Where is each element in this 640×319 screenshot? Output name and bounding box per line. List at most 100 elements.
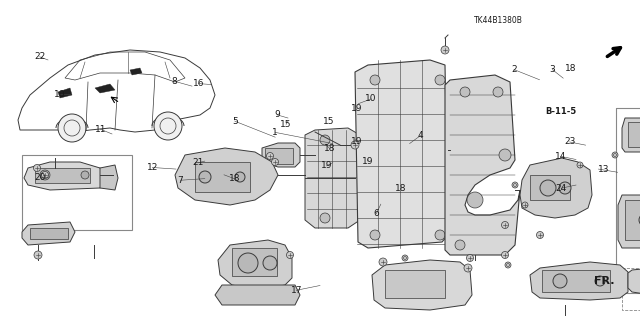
Polygon shape bbox=[372, 260, 472, 310]
Bar bbox=[22, 155, 132, 230]
Bar bbox=[616, 108, 640, 293]
Text: 8: 8 bbox=[172, 77, 177, 86]
Polygon shape bbox=[622, 118, 640, 152]
Polygon shape bbox=[445, 75, 520, 255]
Circle shape bbox=[536, 232, 543, 239]
Text: 15: 15 bbox=[280, 120, 292, 129]
Bar bbox=[195, 162, 250, 192]
Circle shape bbox=[379, 258, 387, 266]
Bar bbox=[622, 268, 640, 310]
Bar bbox=[625, 200, 640, 240]
Text: 22: 22 bbox=[34, 52, 45, 61]
Polygon shape bbox=[58, 88, 72, 98]
Circle shape bbox=[540, 180, 556, 196]
Text: 15: 15 bbox=[323, 117, 334, 126]
Polygon shape bbox=[22, 222, 75, 245]
Text: 18: 18 bbox=[228, 174, 240, 183]
Circle shape bbox=[553, 274, 567, 288]
Circle shape bbox=[320, 135, 330, 145]
Circle shape bbox=[58, 114, 86, 142]
Circle shape bbox=[435, 230, 445, 240]
Text: 16: 16 bbox=[193, 79, 204, 88]
Text: 12: 12 bbox=[147, 163, 158, 172]
Polygon shape bbox=[628, 268, 640, 295]
Text: 6: 6 bbox=[374, 209, 379, 218]
Text: TK44B1380B: TK44B1380B bbox=[474, 16, 522, 25]
Bar bbox=[530, 175, 570, 200]
Circle shape bbox=[370, 75, 380, 85]
Text: FR.: FR. bbox=[594, 276, 614, 286]
Polygon shape bbox=[100, 165, 118, 190]
Bar bbox=[232, 248, 277, 276]
Circle shape bbox=[351, 141, 359, 149]
Circle shape bbox=[499, 149, 511, 161]
Circle shape bbox=[612, 152, 618, 158]
Text: 18: 18 bbox=[324, 144, 335, 153]
Polygon shape bbox=[175, 148, 278, 205]
Circle shape bbox=[435, 75, 445, 85]
Circle shape bbox=[370, 230, 380, 240]
Polygon shape bbox=[520, 158, 592, 218]
Circle shape bbox=[42, 172, 49, 179]
Circle shape bbox=[81, 171, 89, 179]
Bar bbox=[265, 148, 293, 164]
Text: 18: 18 bbox=[395, 184, 406, 193]
Text: 7: 7 bbox=[178, 176, 183, 185]
Circle shape bbox=[34, 251, 42, 259]
Circle shape bbox=[460, 87, 470, 97]
Circle shape bbox=[559, 182, 571, 194]
Circle shape bbox=[154, 112, 182, 140]
Bar bbox=[35, 168, 90, 183]
Circle shape bbox=[235, 172, 245, 182]
Text: 19: 19 bbox=[362, 157, 373, 166]
Text: 21: 21 bbox=[193, 158, 204, 167]
Circle shape bbox=[402, 255, 408, 261]
Circle shape bbox=[263, 256, 277, 270]
Circle shape bbox=[40, 170, 50, 180]
Text: 20: 20 bbox=[34, 173, 45, 182]
Circle shape bbox=[639, 214, 640, 226]
Text: 11: 11 bbox=[95, 125, 106, 134]
Polygon shape bbox=[218, 240, 292, 290]
Bar bbox=[385, 270, 445, 298]
Polygon shape bbox=[618, 195, 640, 248]
Circle shape bbox=[320, 213, 330, 223]
Circle shape bbox=[467, 192, 483, 208]
Text: 3: 3 bbox=[550, 65, 555, 74]
Circle shape bbox=[455, 240, 465, 250]
Text: 1: 1 bbox=[273, 128, 278, 137]
Circle shape bbox=[512, 182, 518, 188]
Circle shape bbox=[522, 202, 528, 208]
Polygon shape bbox=[530, 262, 628, 300]
Text: 23: 23 bbox=[564, 137, 575, 146]
Text: 4: 4 bbox=[418, 131, 423, 140]
Text: 24: 24 bbox=[556, 184, 567, 193]
Text: 10: 10 bbox=[365, 94, 377, 103]
Circle shape bbox=[441, 46, 449, 54]
Text: 14: 14 bbox=[555, 152, 566, 161]
Text: 19: 19 bbox=[351, 104, 363, 113]
Text: 2: 2 bbox=[511, 65, 516, 74]
Circle shape bbox=[577, 162, 583, 168]
Circle shape bbox=[199, 171, 211, 183]
Polygon shape bbox=[95, 84, 115, 93]
Polygon shape bbox=[355, 60, 448, 248]
Text: 19: 19 bbox=[351, 137, 363, 146]
Circle shape bbox=[502, 251, 509, 258]
Circle shape bbox=[238, 253, 258, 273]
Polygon shape bbox=[130, 68, 142, 75]
Bar bbox=[30, 228, 68, 239]
Circle shape bbox=[266, 152, 273, 160]
Circle shape bbox=[287, 251, 294, 258]
Bar bbox=[628, 122, 640, 147]
Text: 13: 13 bbox=[598, 165, 610, 174]
Circle shape bbox=[33, 165, 40, 172]
Circle shape bbox=[467, 255, 474, 262]
Text: 10: 10 bbox=[54, 90, 66, 99]
Text: B-11-5: B-11-5 bbox=[545, 107, 576, 115]
Circle shape bbox=[271, 159, 278, 166]
Circle shape bbox=[502, 221, 509, 228]
Text: 17: 17 bbox=[291, 286, 302, 295]
Circle shape bbox=[595, 276, 605, 286]
Circle shape bbox=[505, 262, 511, 268]
